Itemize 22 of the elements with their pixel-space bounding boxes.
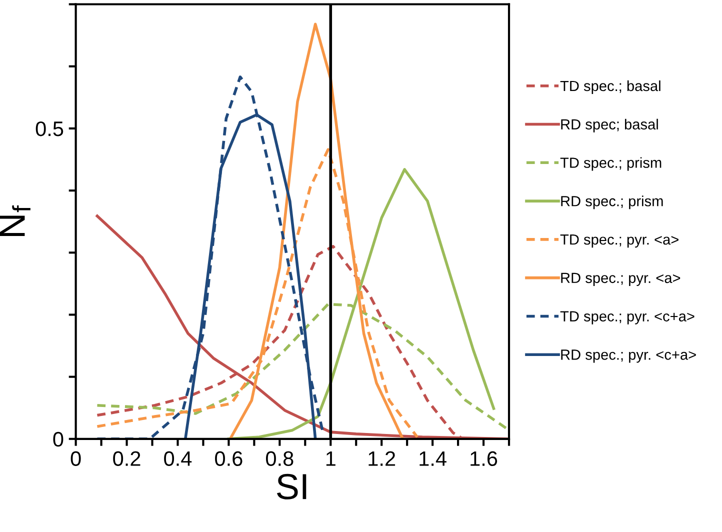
x-tick-label: 0.2 xyxy=(113,451,140,466)
x-tick-label: 0.8 xyxy=(266,451,294,466)
x-tick-label: 1 xyxy=(326,451,336,466)
legend-label: TD spec.; prism xyxy=(560,157,662,171)
legend-label: RD spec.; pyr. <a> xyxy=(561,272,680,286)
legend-label: RD spec; basal xyxy=(561,118,658,132)
x-tick-label: 1.2 xyxy=(368,451,396,466)
legend-label: TD spec.; pyr. <a> xyxy=(560,234,678,248)
line-series xyxy=(96,214,508,439)
legend-label: TD spec.; basal xyxy=(560,80,660,94)
legend-label: TD spec.; pyr. <c+a> xyxy=(560,311,694,324)
y-tick-label: 0.5 xyxy=(36,121,64,136)
x-tick-label: 1.6 xyxy=(470,451,498,466)
y-axis-title: N$_{f}$ xyxy=(0,205,30,236)
x-tick-label: 0.4 xyxy=(164,451,192,466)
x-tick-label: 1.4 xyxy=(420,451,446,466)
legend-label: RD spec.; prism xyxy=(561,196,663,210)
line-series xyxy=(96,76,324,439)
x-axis-title: SI xyxy=(276,474,306,500)
x-tick-label: 0.6 xyxy=(215,451,242,466)
legend-label: RD spec.; pyr. <c+a> xyxy=(561,350,696,363)
x-tick-label: 0 xyxy=(70,451,81,466)
